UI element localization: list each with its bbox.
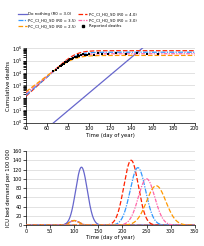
Y-axis label: Cumulative deaths: Cumulative deaths <box>6 61 10 110</box>
Point <box>75 55 78 59</box>
Point <box>134 51 138 55</box>
Point <box>68 58 72 62</box>
Point <box>60 63 63 67</box>
Point <box>85 53 88 57</box>
Point <box>77 54 80 58</box>
Point <box>91 53 95 57</box>
X-axis label: Time (day of year): Time (day of year) <box>85 235 134 240</box>
Point <box>52 69 55 73</box>
Point <box>54 68 57 72</box>
Point <box>145 52 148 56</box>
Point <box>70 57 74 61</box>
Point <box>155 52 159 56</box>
Point <box>59 64 62 68</box>
Point <box>96 51 99 55</box>
Point <box>69 57 73 61</box>
Point <box>63 60 66 64</box>
Point <box>83 53 86 57</box>
Point <box>87 52 91 56</box>
Point <box>72 56 75 60</box>
Point <box>67 58 71 62</box>
Point <box>73 55 76 59</box>
Y-axis label: ICU bed demand per 100 000: ICU bed demand per 100 000 <box>6 149 11 227</box>
Point <box>74 55 77 59</box>
Point <box>56 66 59 70</box>
Point <box>100 52 103 56</box>
Point <box>62 62 65 66</box>
Point <box>58 64 61 68</box>
Point <box>79 53 82 57</box>
Point <box>76 53 79 57</box>
Point <box>81 52 84 56</box>
Point <box>61 62 64 66</box>
Point <box>113 51 117 55</box>
Legend: Do nothing (R0 = 3.0), PC_CI_HQ_SD (R0 = 3.5), PC_CI_HQ_SD (R0 = 2.5), PC_CI_HQ_: Do nothing (R0 = 3.0), PC_CI_HQ_SD (R0 =… <box>18 12 136 28</box>
Point <box>106 52 109 56</box>
Point <box>124 52 127 56</box>
X-axis label: Time (day of year): Time (day of year) <box>85 133 134 138</box>
Point <box>66 59 70 63</box>
Point <box>65 60 69 63</box>
Point <box>64 60 67 64</box>
